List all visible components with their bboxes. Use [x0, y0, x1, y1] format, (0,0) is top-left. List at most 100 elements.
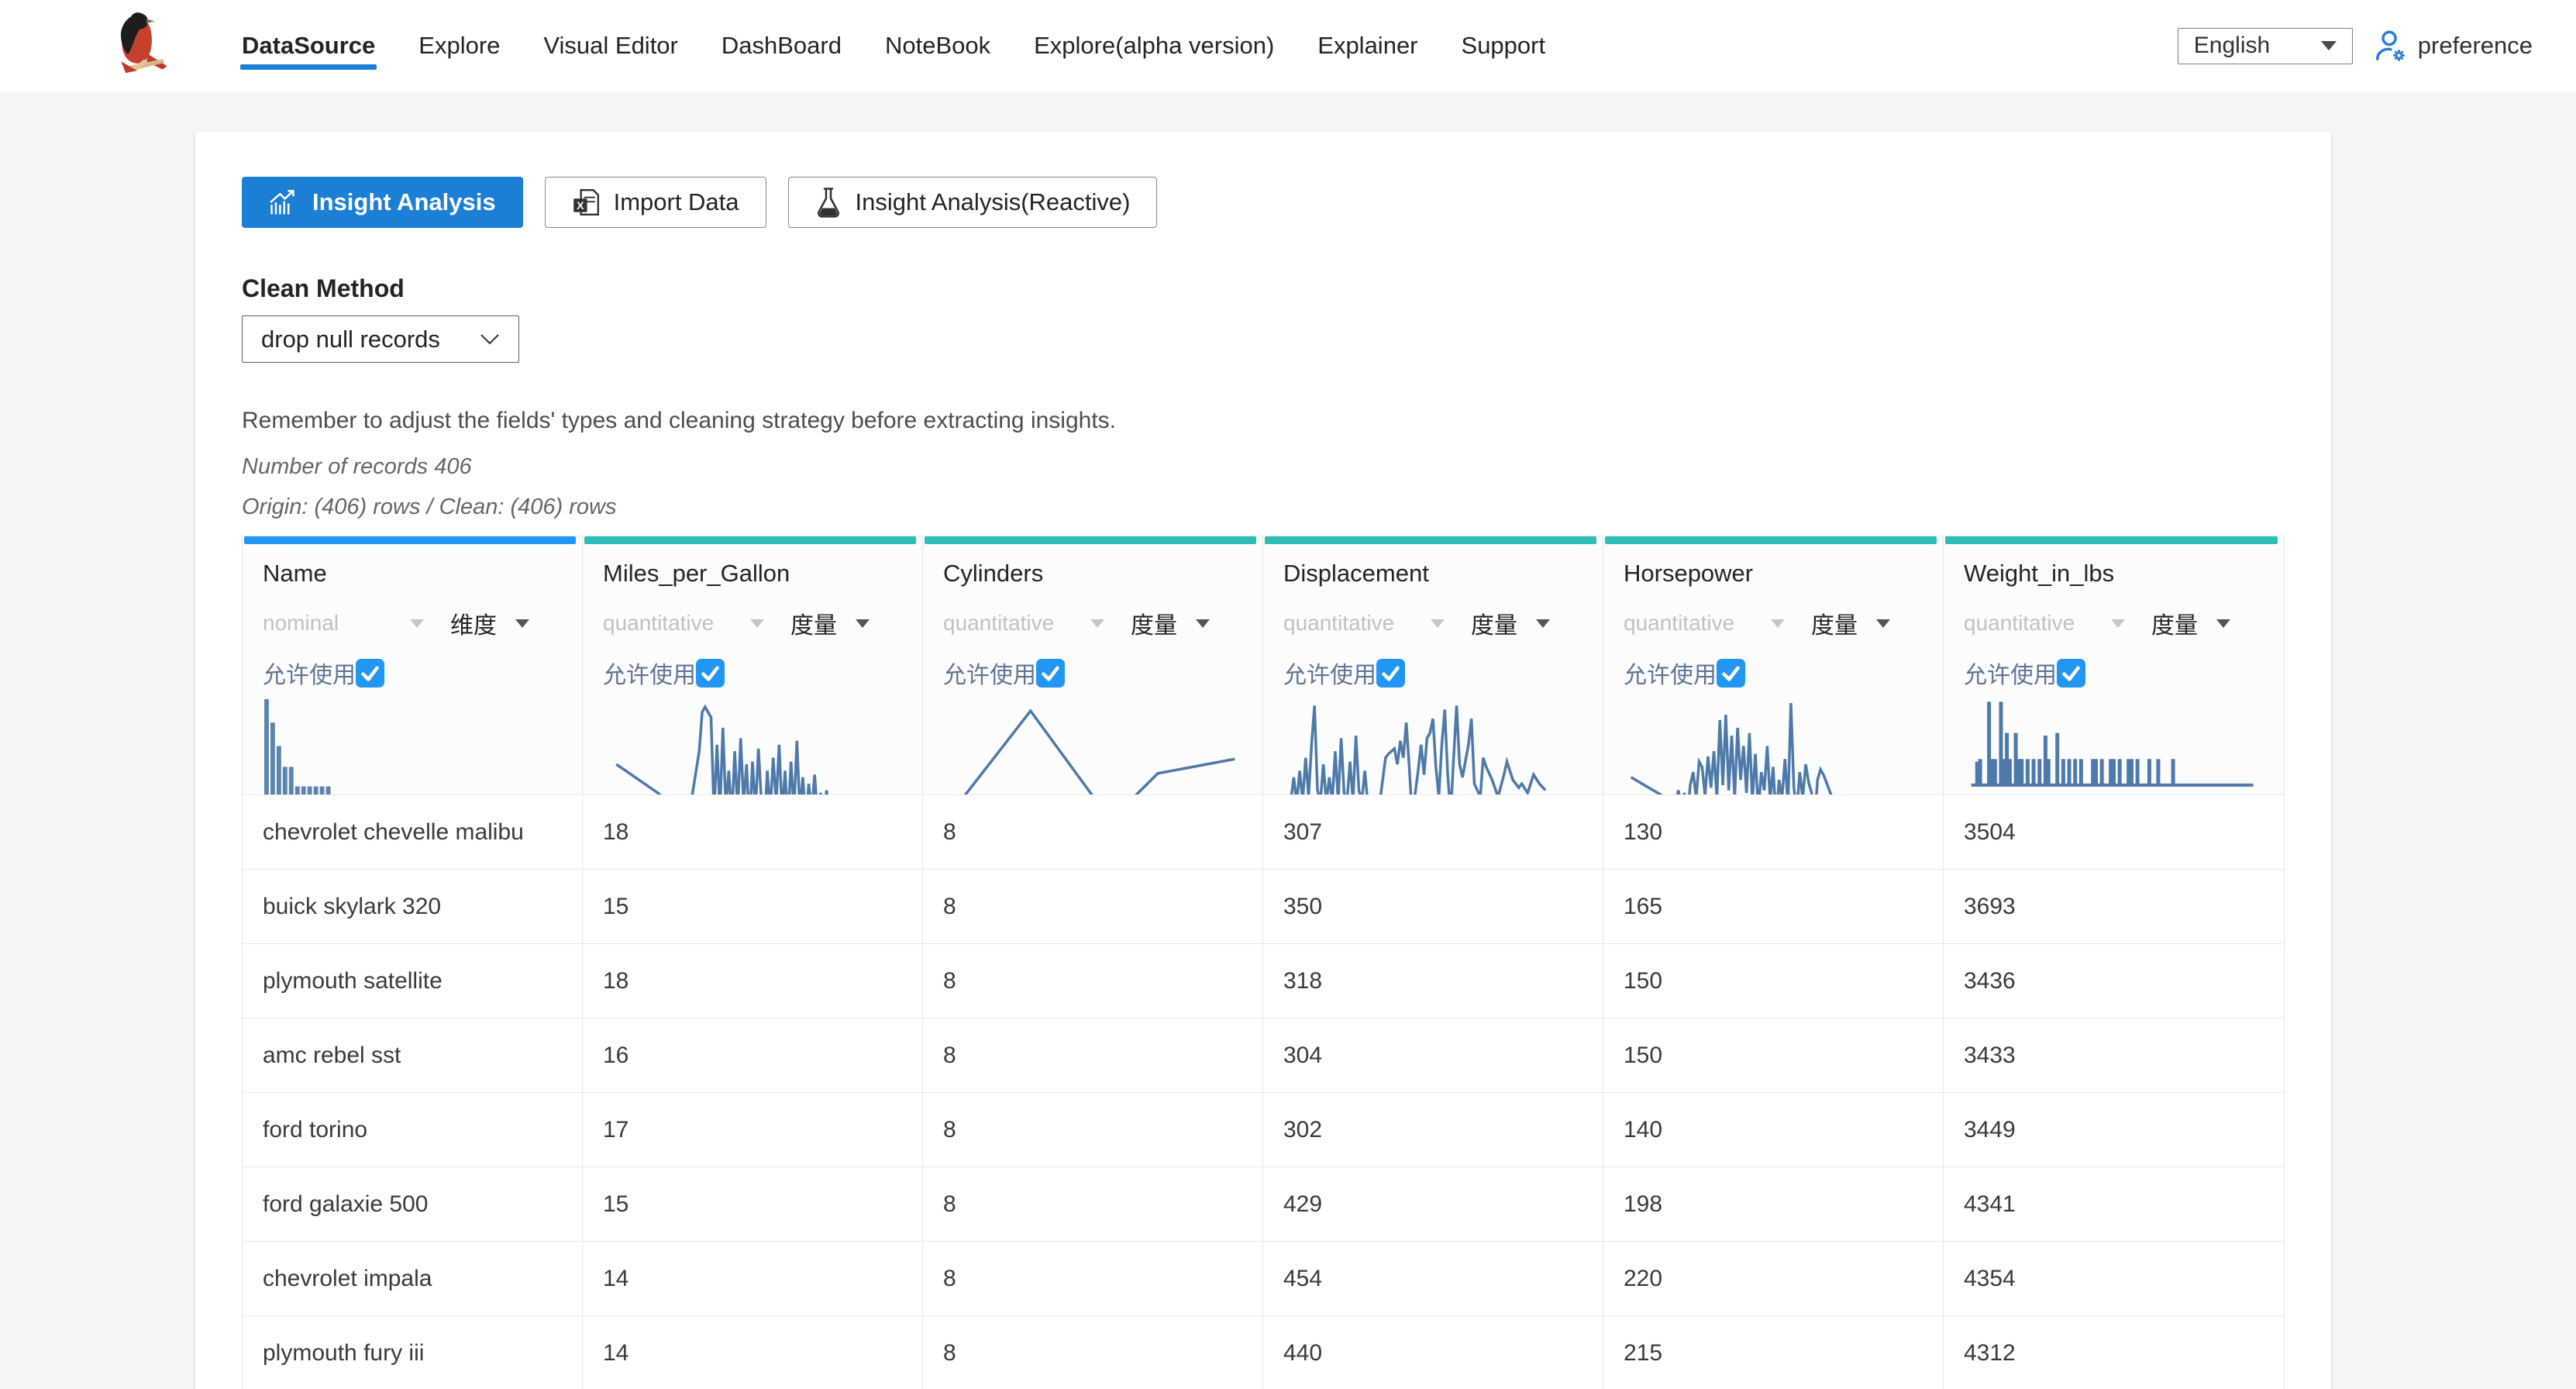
table-cell: ford galaxie 500 — [243, 1167, 583, 1241]
table-row: amc rebel sst1683041503433 — [243, 1018, 2284, 1092]
table-row: chevrolet impala1484542204354 — [243, 1241, 2284, 1315]
allow-use-checkbox[interactable] — [1376, 659, 1405, 688]
preference-button[interactable]: preference — [2373, 28, 2533, 64]
table-cell: 8 — [923, 1018, 1263, 1092]
nav-item-dashboard[interactable]: DashBoard — [700, 0, 863, 91]
table-cell: 16 — [583, 1018, 923, 1092]
allow-use-checkbox[interactable] — [1036, 659, 1065, 688]
table-cell: 220 — [1603, 1242, 1944, 1315]
field-role-value: 维度 — [450, 606, 497, 640]
insight-analysis-reactive-button[interactable]: Insight Analysis(Reactive) — [788, 177, 1158, 228]
field-name: Weight_in_lbs — [1964, 560, 2264, 588]
data-table[interactable]: Namenominal维度允许使用Miles_per_Gallonquantit… — [242, 536, 2285, 1389]
chevron-down-icon — [2321, 41, 2337, 50]
nav-right: English preference — [2178, 28, 2533, 64]
table-cell: 8 — [923, 1167, 1263, 1241]
table-row: ford galaxie 5001584291984341 — [243, 1167, 2284, 1241]
table-cell: 350 — [1263, 870, 1603, 943]
table-cell: 8 — [923, 944, 1263, 1018]
chevron-down-icon — [750, 619, 764, 628]
field-distribution-sparkline — [1624, 699, 1923, 794]
chevron-down-icon — [2111, 619, 2125, 628]
clean-method-value: drop null records — [261, 326, 440, 353]
allow-use-checkbox[interactable] — [1717, 659, 1745, 688]
table-header-row: Namenominal维度允许使用Miles_per_Gallonquantit… — [243, 536, 2284, 794]
field-header-cylinders: Cylindersquantitative度量允许使用 — [923, 536, 1263, 794]
field-type-value: quantitative — [1283, 611, 1394, 636]
table-cell: 8 — [923, 1093, 1263, 1167]
table-cell: 3433 — [1944, 1018, 2284, 1092]
field-role-select[interactable]: 度量 — [790, 606, 870, 640]
table-cell: plymouth satellite — [243, 944, 583, 1018]
table-cell: 150 — [1603, 1018, 1944, 1092]
user-settings-icon — [2373, 28, 2409, 64]
chevron-down-icon — [856, 619, 870, 628]
clean-method-label: Clean Method — [242, 274, 2285, 303]
field-role-select[interactable]: 度量 — [1131, 606, 1210, 640]
clean-method-select[interactable]: drop null records — [242, 315, 519, 363]
field-role-select[interactable]: 度量 — [1471, 606, 1550, 640]
allow-use-label: 允许使用 — [1283, 656, 1376, 690]
field-type-select[interactable]: quantitative — [1624, 611, 1785, 636]
chevron-down-icon — [1090, 619, 1104, 628]
field-accent-bar — [584, 536, 916, 544]
field-type-value: quantitative — [1964, 611, 2075, 636]
allow-use-checkbox[interactable] — [696, 659, 725, 688]
nav-item-notebook[interactable]: NoteBook — [863, 0, 1012, 91]
field-type-select[interactable]: quantitative — [943, 611, 1104, 636]
top-navigation: DataSourceExploreVisual EditorDashBoardN… — [0, 0, 2576, 91]
nav-item-datasource[interactable]: DataSource — [220, 0, 397, 91]
field-role-select[interactable]: 度量 — [2151, 606, 2230, 640]
nav-item-explore[interactable]: Explore — [397, 0, 522, 91]
nav-item-explore-alpha-version-[interactable]: Explore(alpha version) — [1012, 0, 1296, 91]
field-role-select[interactable]: 维度 — [450, 606, 529, 640]
table-cell: 4312 — [1944, 1316, 2284, 1389]
table-cell: 307 — [1263, 795, 1603, 869]
field-accent-bar — [244, 536, 576, 544]
nav-item-visual-editor[interactable]: Visual Editor — [522, 0, 699, 91]
table-cell: buick skylark 320 — [243, 870, 583, 943]
table-cell: 429 — [1263, 1167, 1603, 1241]
field-type-select[interactable]: quantitative — [1964, 611, 2125, 636]
flask-icon — [815, 187, 842, 218]
field-accent-bar — [925, 536, 1256, 544]
field-type-select[interactable]: quantitative — [1283, 611, 1445, 636]
field-type-select[interactable]: quantitative — [603, 611, 764, 636]
table-cell: 14 — [583, 1316, 923, 1389]
table-cell: 8 — [923, 795, 1263, 869]
table-cell: 18 — [583, 944, 923, 1018]
field-type-value: nominal — [263, 611, 339, 636]
table-cell: 14 — [583, 1242, 923, 1315]
table-cell: 15 — [583, 870, 923, 943]
table-cell: 17 — [583, 1093, 923, 1167]
app-logo[interactable] — [102, 9, 183, 83]
field-role-value: 度量 — [1811, 606, 1858, 640]
field-header-name: Namenominal维度允许使用 — [243, 536, 583, 794]
field-type-select[interactable]: nominal — [263, 611, 424, 636]
chevron-down-icon — [1431, 619, 1445, 628]
allow-use-checkbox[interactable] — [2057, 659, 2085, 688]
insight-analysis-button[interactable]: Insight Analysis — [242, 177, 523, 228]
field-accent-bar — [1945, 536, 2278, 544]
table-cell: 140 — [1603, 1093, 1944, 1167]
chevron-down-icon — [515, 619, 529, 628]
table-cell: 8 — [923, 1316, 1263, 1389]
field-distribution-sparkline — [603, 699, 902, 794]
allow-use-label: 允许使用 — [603, 656, 696, 690]
field-name: Displacement — [1283, 560, 1582, 588]
table-cell: 15 — [583, 1167, 923, 1241]
import-data-button[interactable]: X Import Data — [545, 177, 766, 228]
allow-use-label: 允许使用 — [1964, 656, 2057, 690]
table-cell: 304 — [1263, 1018, 1603, 1092]
language-select[interactable]: English — [2178, 28, 2353, 64]
field-header-displacement: Displacement quantitative 度量允许使用 — [1263, 536, 1603, 794]
nav-item-explainer[interactable]: Explainer — [1296, 0, 1439, 91]
field-accent-bar — [1605, 536, 1937, 544]
allow-use-checkbox[interactable] — [356, 659, 384, 688]
nav-item-support[interactable]: Support — [1440, 0, 1568, 91]
table-cell: 454 — [1263, 1242, 1603, 1315]
table-cell: 318 — [1263, 944, 1603, 1018]
table-row: plymouth satellite1883181503436 — [243, 943, 2284, 1018]
excel-document-icon: X — [572, 188, 600, 217]
field-role-select[interactable]: 度量 — [1811, 606, 1890, 640]
